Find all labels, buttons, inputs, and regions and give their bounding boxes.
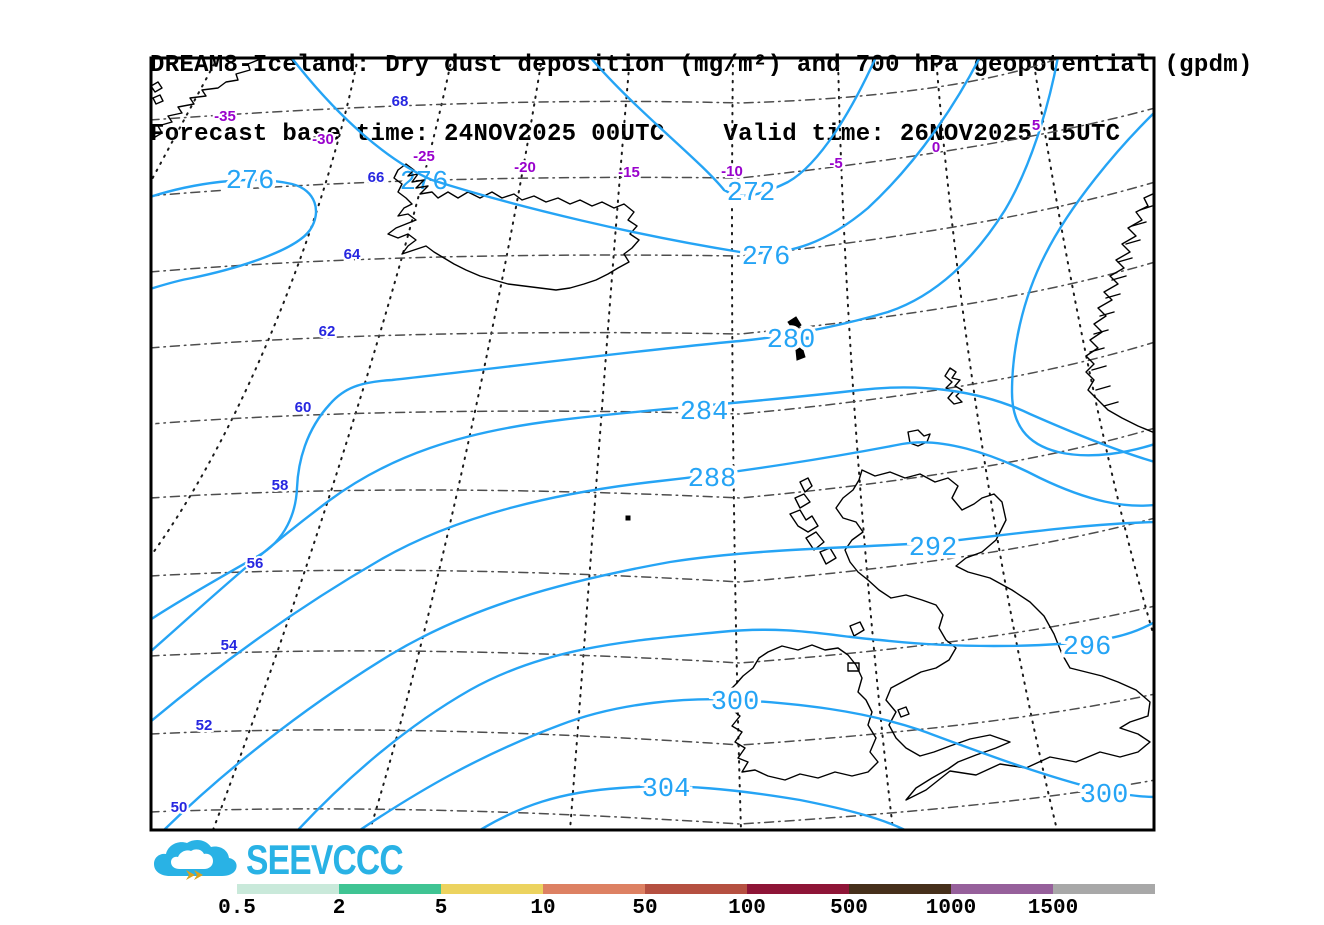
longitude-label-5: 5 bbox=[1032, 117, 1040, 134]
colorbar-segment-0 bbox=[237, 884, 339, 894]
longitude-label--20: -20 bbox=[514, 159, 536, 176]
deposition-colorbar bbox=[237, 884, 1155, 894]
latitude-label-60: 60 bbox=[295, 399, 312, 416]
colorbar-tick-0.5: 0.5 bbox=[218, 897, 256, 920]
norway-coast bbox=[1085, 192, 1154, 434]
isle-of-man bbox=[849, 621, 865, 637]
longitude-label--25: -25 bbox=[413, 148, 435, 165]
contour-304 bbox=[478, 785, 907, 830]
latitude-label-52: 52 bbox=[196, 717, 213, 734]
longitude-label--10: -10 bbox=[721, 163, 743, 180]
longitude-label--30: -30 bbox=[312, 131, 334, 148]
graticule-meridians bbox=[151, 58, 1154, 830]
deposition-colorbar-labels: 0.5 2 5 10 50 100 500 1000 1500 bbox=[218, 897, 1177, 923]
colorbar-segment-2 bbox=[441, 884, 543, 894]
contour-label-284: 284 bbox=[680, 398, 729, 428]
ireland-coast bbox=[727, 644, 879, 781]
contour-label-272: 272 bbox=[727, 179, 776, 209]
contour-label-288: 288 bbox=[688, 465, 737, 495]
contour-label-296: 296 bbox=[1063, 633, 1112, 663]
greenland-coast bbox=[151, 58, 261, 141]
greenland-islets bbox=[151, 81, 164, 105]
seevccc-logo: SEEVCCC bbox=[150, 836, 442, 884]
latitude-label-54: 54 bbox=[221, 637, 238, 654]
norway-fjords bbox=[1089, 205, 1153, 407]
great-britain-coast bbox=[835, 469, 1151, 801]
colorbar-tick-2: 2 bbox=[332, 897, 346, 920]
longitude-label--15: -15 bbox=[618, 164, 640, 181]
hebrides-coast bbox=[789, 477, 837, 565]
longitude-label--5: -5 bbox=[829, 155, 842, 172]
colorbar-segment-7 bbox=[951, 884, 1053, 894]
contour-label-292: 292 bbox=[909, 534, 958, 564]
colorbar-tick-5: 5 bbox=[434, 897, 448, 920]
map-border bbox=[149, 56, 1156, 832]
cloud-logo-icon bbox=[154, 839, 237, 880]
colorbar-segment-3 bbox=[543, 884, 645, 894]
contour-label-300: 300 bbox=[711, 688, 760, 718]
contour-276-west-loop bbox=[151, 178, 318, 290]
geopotential-contours bbox=[151, 58, 1154, 830]
colorbar-segment-8 bbox=[1053, 884, 1155, 894]
contour-272 bbox=[589, 58, 877, 197]
faroe-islands bbox=[787, 316, 812, 361]
colorbar-tick-1500: 1500 bbox=[1027, 897, 1079, 920]
graticule-parallels bbox=[151, 58, 1154, 825]
contour-label-304: 304 bbox=[642, 775, 691, 805]
coastlines bbox=[151, 58, 1154, 801]
contour-300 bbox=[358, 698, 1154, 830]
latitude-label-58: 58 bbox=[272, 477, 289, 494]
st-kilda-island bbox=[625, 515, 631, 521]
contour-label-276: 276 bbox=[226, 167, 275, 197]
latitude-label-62: 62 bbox=[319, 323, 336, 340]
contour-280 bbox=[151, 58, 1060, 621]
colorbar-tick-1000: 1000 bbox=[925, 897, 977, 920]
latitude-label-50: 50 bbox=[171, 799, 188, 816]
colorbar-tick-500: 500 bbox=[830, 897, 868, 920]
colorbar-segment-6 bbox=[849, 884, 951, 894]
colorbar-segment-5 bbox=[747, 884, 849, 894]
colorbar-tick-10: 10 bbox=[530, 897, 556, 920]
contour-norway-segment bbox=[1010, 111, 1154, 457]
anglesey bbox=[897, 706, 910, 718]
contour-296 bbox=[296, 621, 1154, 830]
contour-284 bbox=[151, 386, 1154, 653]
colorbar-tick-50: 50 bbox=[632, 897, 658, 920]
shetland-coast bbox=[944, 367, 963, 405]
contour-276-main bbox=[290, 58, 981, 255]
longitude-label-0: 0 bbox=[932, 139, 940, 156]
latitude-label-56: 56 bbox=[247, 555, 264, 572]
latitude-label-68: 68 bbox=[392, 93, 409, 110]
iceland-coast bbox=[387, 163, 640, 291]
logo-text: SEEVCCC bbox=[246, 836, 404, 883]
contour-292 bbox=[162, 520, 1154, 830]
contour-288 bbox=[151, 441, 1154, 723]
colorbar-segment-1 bbox=[339, 884, 441, 894]
contour-label-280: 280 bbox=[767, 326, 816, 356]
lough-neagh bbox=[847, 662, 860, 672]
latitude-label-64: 64 bbox=[344, 246, 361, 263]
chart-title-line2: Forecast base time: 24NOV2025 00UTC Vali… bbox=[150, 121, 1121, 148]
contour-label-276: 276 bbox=[742, 243, 791, 273]
longitude-label--35: -35 bbox=[214, 108, 236, 125]
colorbar-tick-100: 100 bbox=[728, 897, 766, 920]
contour-label-300: 300 bbox=[1080, 781, 1129, 811]
colorbar-segment-4 bbox=[645, 884, 747, 894]
latitude-label-66: 66 bbox=[368, 169, 385, 186]
